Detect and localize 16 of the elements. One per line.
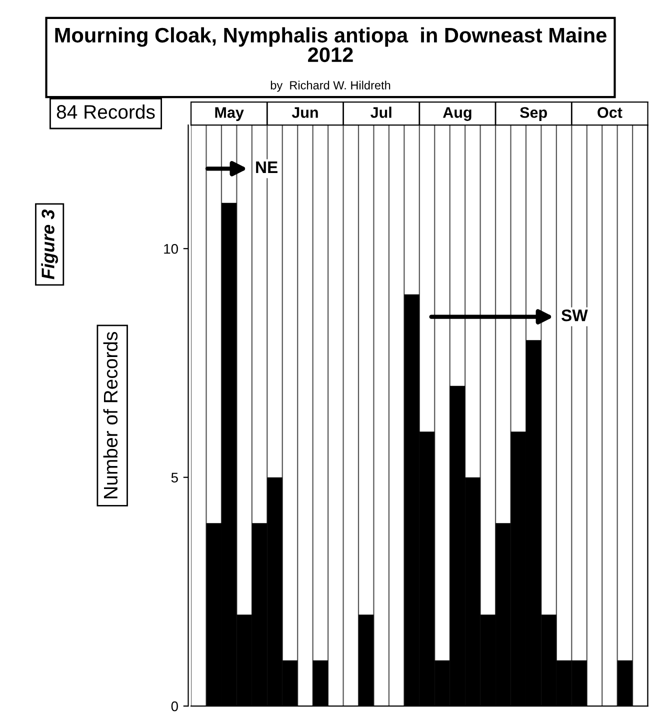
y-axis-title: Number of Records [103, 332, 118, 498]
text: 84 Records [56, 104, 155, 119]
annotation: SW [561, 309, 588, 322]
x-tick-label: Jun [292, 107, 318, 118]
chart-title: Mourning Cloak, Nymphalis antiopa in Downeast Maine 2012 [55, 27, 606, 62]
x-tick-label: Jul [370, 106, 392, 118]
x-tick-label: Aug [443, 107, 472, 121]
y-tick-label: 5 [171, 472, 178, 483]
caption: Figure 3 [41, 210, 58, 280]
annotation: NE [256, 162, 278, 173]
chart-subtitle: by Richard W. Hildreth [270, 80, 390, 92]
x-tick-label: Oct [598, 107, 622, 118]
x-tick-label: May [215, 107, 244, 121]
y-tick-label: 10 [164, 244, 178, 254]
y-tick-label: 0 [171, 701, 178, 712]
x-tick-label: Sep [520, 107, 547, 121]
